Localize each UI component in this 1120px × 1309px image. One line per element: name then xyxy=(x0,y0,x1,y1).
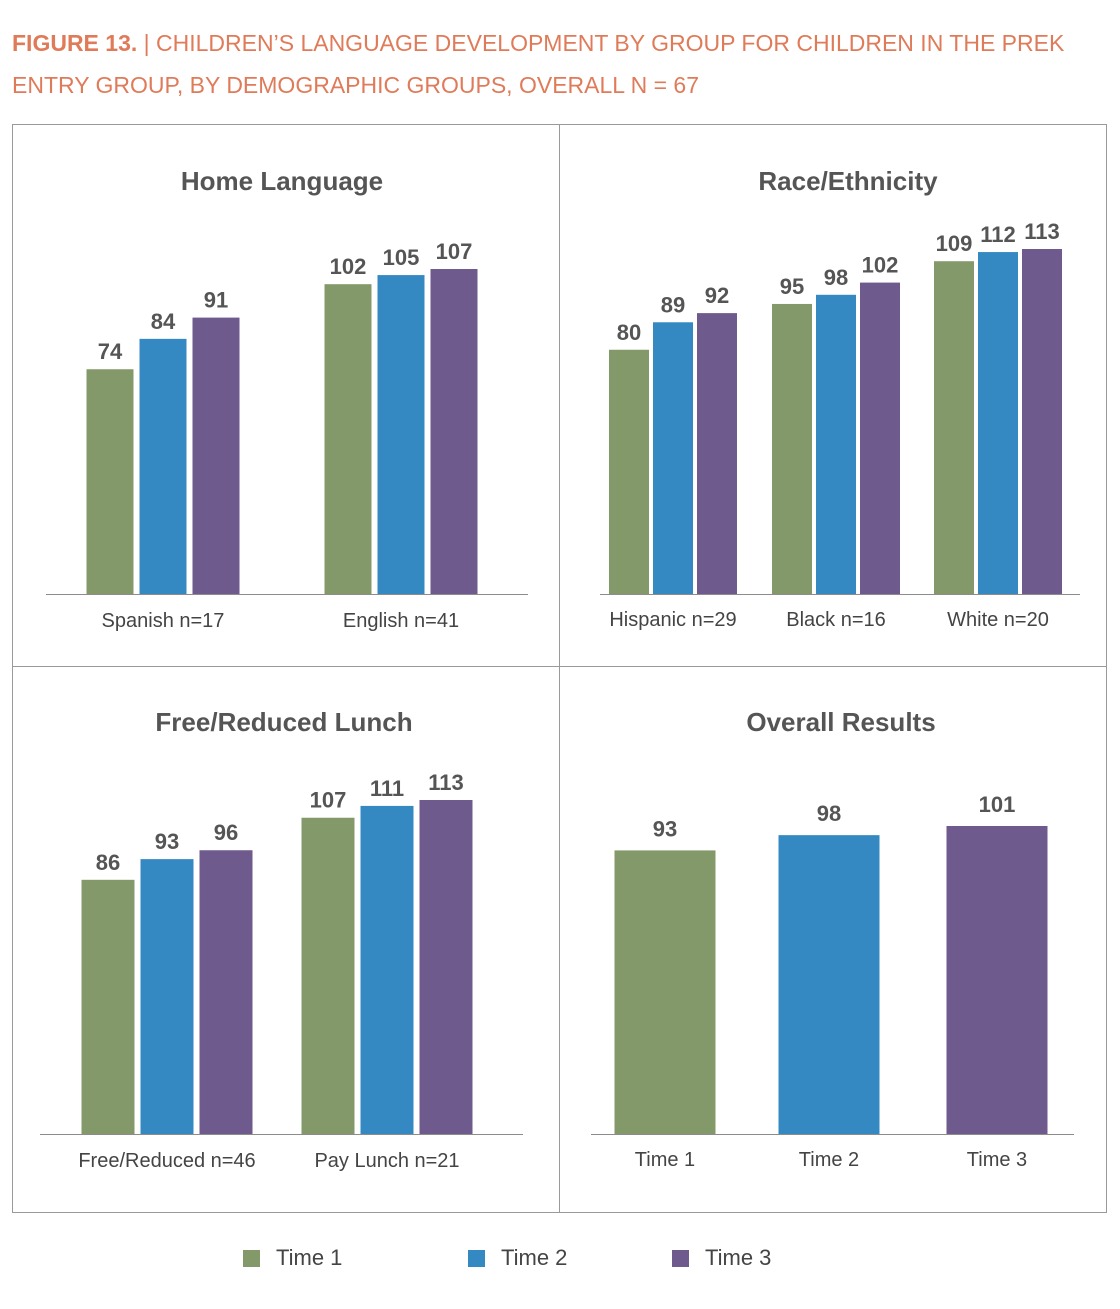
chart-race-ethnicity: Race/Ethnicity 80 89 92 95 98 102 109 112 113 Hisp… xyxy=(600,166,1080,631)
panel-divider-vertical xyxy=(559,124,560,1213)
legend-swatch-time-3 xyxy=(672,1249,689,1267)
bar-black-n-16-time-3 xyxy=(860,282,900,594)
bar-hispanic-n-29-time-2 xyxy=(653,322,693,594)
bar-time-3 xyxy=(946,826,1048,1134)
data-label-black-n-16-time-3: 102 xyxy=(862,253,899,278)
bar-free-reduced-n-46-time-3 xyxy=(199,850,253,1134)
bar-english-n-41-time-1 xyxy=(324,284,372,594)
bar-english-n-41-time-2 xyxy=(377,275,425,594)
chart-overall-results: Overall Results 93 98 101 Time 1 Time 2 Time 3 xyxy=(591,707,1074,1171)
legend-item-time-1: Time 1 xyxy=(243,1240,342,1276)
bar-free-reduced-n-46-time-1 xyxy=(81,879,135,1134)
category-label-free-reduced-n-46: Free/Reduced n=46 xyxy=(78,1150,255,1172)
data-label-white-n-20-time-3: 113 xyxy=(1024,219,1060,244)
bar-pay-lunch-n-21-time-1 xyxy=(301,817,355,1134)
legend-swatch-time-1 xyxy=(243,1249,260,1267)
bar-spanish-n-17-time-3 xyxy=(192,317,240,594)
bar-english-n-41-time-3 xyxy=(430,269,478,594)
bar-time-2 xyxy=(778,835,880,1134)
data-label-free-reduced-n-46-time-2: 93 xyxy=(155,829,179,854)
bar-spanish-n-17-time-2 xyxy=(139,338,187,594)
legend-item-time-3: Time 3 xyxy=(672,1240,771,1276)
data-label-pay-lunch-n-21-time-1: 107 xyxy=(310,788,347,813)
chart-home-language: Home Language 74 84 91 102 105 107 Spanish n=17… xyxy=(46,166,528,632)
bar-black-n-16-time-1 xyxy=(772,303,812,594)
bar-white-n-20-time-1 xyxy=(934,261,974,594)
figure-title: FIGURE 13. | CHILDREN’S LANGUAGE DEVELOP… xyxy=(12,22,1112,106)
bar-hispanic-n-29-time-3 xyxy=(697,313,737,594)
data-label-black-n-16-time-2: 98 xyxy=(824,265,848,290)
data-label-time-2: 98 xyxy=(817,801,841,826)
category-label-pay-lunch-n-21: Pay Lunch n=21 xyxy=(314,1150,459,1172)
data-label-spanish-n-17-time-2: 84 xyxy=(151,309,176,334)
data-label-white-n-20-time-1: 109 xyxy=(936,231,973,256)
data-label-english-n-41-time-1: 102 xyxy=(330,254,367,279)
category-label-time-3: Time 3 xyxy=(967,1149,1027,1171)
legend-swatch-time-2 xyxy=(468,1249,485,1267)
data-label-white-n-20-time-2: 112 xyxy=(980,222,1016,247)
data-label-hispanic-n-29-time-1: 80 xyxy=(617,320,641,345)
legend-label-time-2: Time 2 xyxy=(501,1245,568,1270)
figure-title-line-1: CHILDREN’S LANGUAGE DEVELOPMENT BY GROUP… xyxy=(156,30,1065,56)
chart-title: Free/Reduced Lunch xyxy=(155,707,412,737)
legend-label-time-1: Time 1 xyxy=(276,1245,343,1270)
data-label-free-reduced-n-46-time-3: 96 xyxy=(214,820,238,845)
bar-hispanic-n-29-time-1 xyxy=(609,349,649,594)
legend-label-time-3: Time 3 xyxy=(705,1245,772,1270)
category-label-spanish-n-17: Spanish n=17 xyxy=(102,610,225,632)
figure-number: FIGURE 13. xyxy=(12,30,138,56)
category-label-time-1: Time 1 xyxy=(635,1149,695,1171)
bar-white-n-20-time-2 xyxy=(978,252,1018,594)
category-label-time-2: Time 2 xyxy=(799,1149,859,1171)
category-label-english-n-41: English n=41 xyxy=(343,610,459,632)
panel-divider-horizontal xyxy=(12,666,1107,667)
data-label-hispanic-n-29-time-3: 92 xyxy=(705,283,729,308)
data-label-black-n-16-time-1: 95 xyxy=(780,274,804,299)
data-label-pay-lunch-n-21-time-3: 113 xyxy=(428,770,464,795)
chart-title: Home Language xyxy=(181,166,383,196)
data-label-english-n-41-time-3: 107 xyxy=(436,239,473,264)
chart-title: Overall Results xyxy=(746,707,935,737)
category-label-black-n-16: Black n=16 xyxy=(786,609,886,631)
data-label-english-n-41-time-2: 105 xyxy=(383,245,420,270)
bar-white-n-20-time-3 xyxy=(1022,249,1062,594)
legend-item-time-2: Time 2 xyxy=(468,1240,567,1276)
figure-title-separator: | xyxy=(137,30,157,56)
legend: Time 1 Time 2 Time 3 xyxy=(0,1240,1120,1276)
figure-title-line-2: ENTRY GROUP, BY DEMOGRAPHIC GROUPS, OVER… xyxy=(12,72,700,98)
bar-free-reduced-n-46-time-2 xyxy=(140,859,194,1134)
chart-free-reduced-lunch: Free/Reduced Lunch 86 93 96 107 111 113 Free/Re… xyxy=(40,707,523,1172)
data-label-time-1: 93 xyxy=(653,816,677,841)
bar-black-n-16-time-2 xyxy=(816,294,856,594)
category-label-hispanic-n-29: Hispanic n=29 xyxy=(609,609,736,631)
bar-time-1 xyxy=(614,850,716,1134)
data-label-spanish-n-17-time-1: 74 xyxy=(98,339,123,364)
data-label-hispanic-n-29-time-2: 89 xyxy=(661,292,685,317)
data-label-free-reduced-n-46-time-1: 86 xyxy=(96,850,120,875)
category-label-white-n-20: White n=20 xyxy=(947,609,1049,631)
bar-pay-lunch-n-21-time-2 xyxy=(360,805,414,1134)
data-label-spanish-n-17-time-3: 91 xyxy=(204,288,228,313)
data-label-time-3: 101 xyxy=(979,792,1016,817)
chart-title: Race/Ethnicity xyxy=(758,166,938,196)
bar-spanish-n-17-time-1 xyxy=(86,369,134,594)
data-label-pay-lunch-n-21-time-2: 111 xyxy=(370,776,404,801)
bar-pay-lunch-n-21-time-3 xyxy=(419,800,473,1134)
